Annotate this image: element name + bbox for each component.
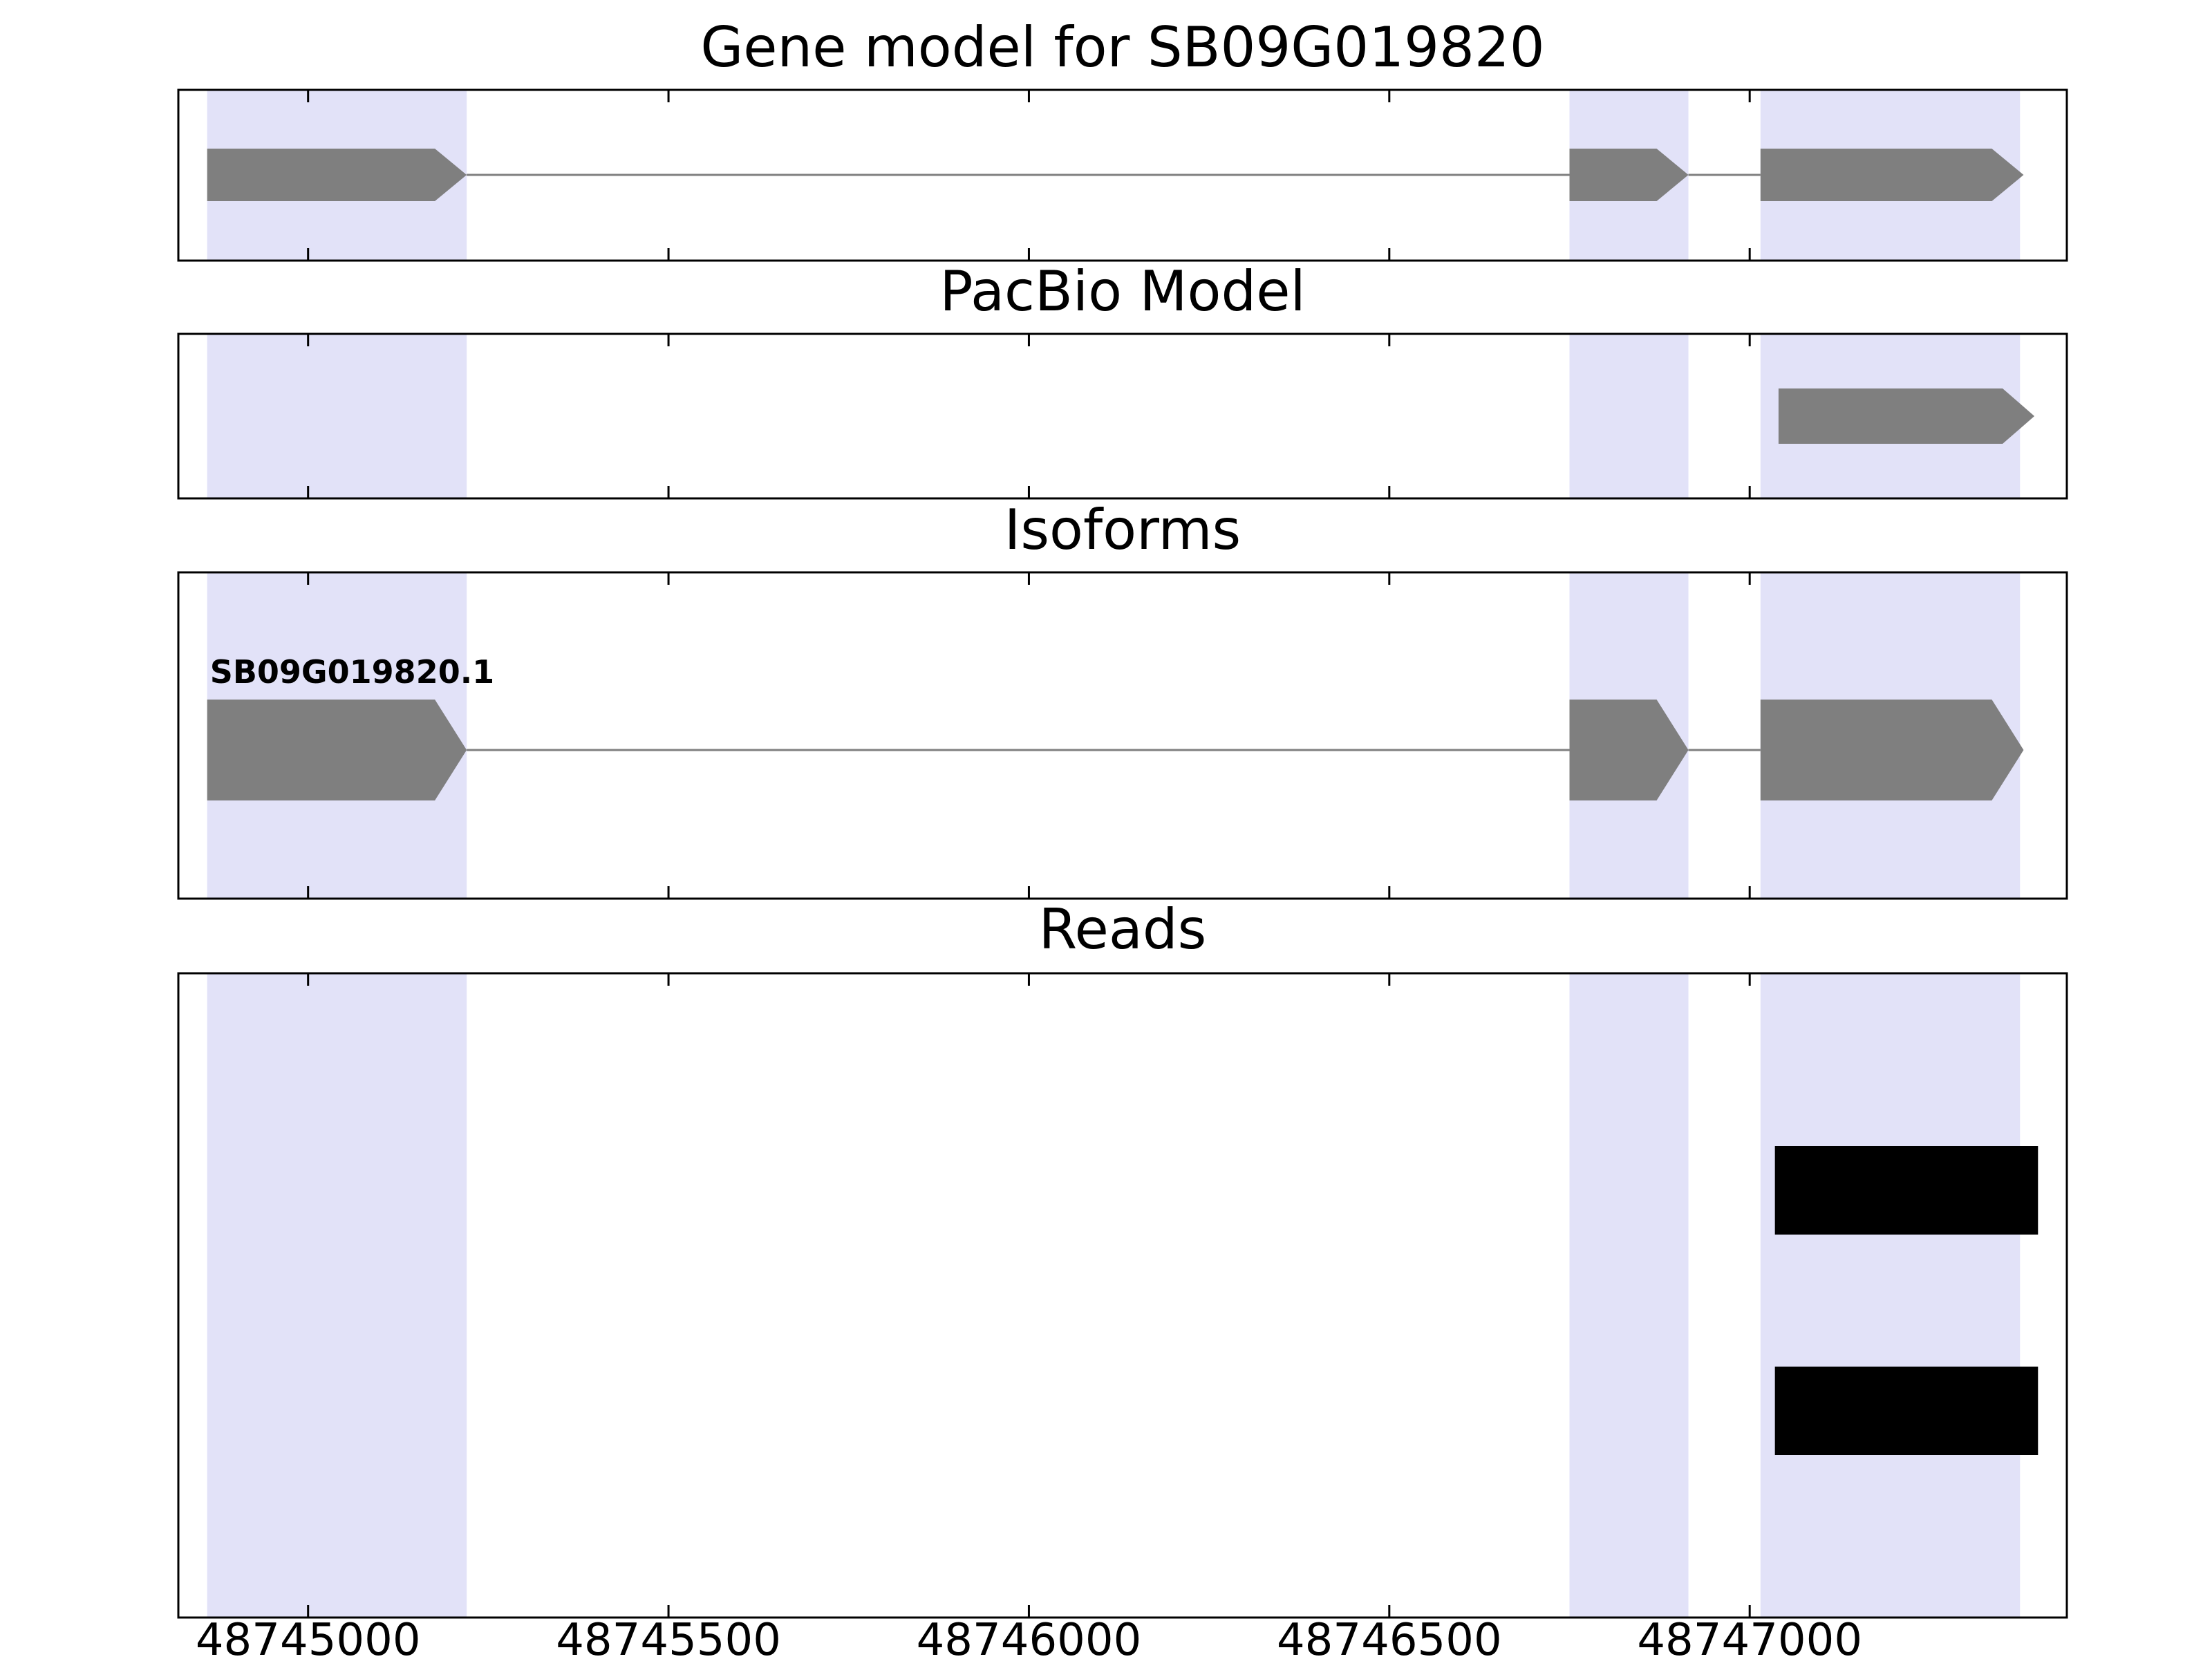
panel-title-isoforms: Isoforms xyxy=(1004,498,1241,562)
highlight-band xyxy=(1569,334,1689,498)
exon-block xyxy=(1760,149,2024,201)
panel-border xyxy=(177,972,2068,1619)
axis-tick-label: 48747000 xyxy=(1637,1615,1862,1659)
features-layer xyxy=(207,149,2038,1455)
exon-block xyxy=(1760,700,2024,800)
read-rect xyxy=(1774,1146,2038,1235)
exon-block xyxy=(207,149,467,201)
panel-borders-layer xyxy=(177,88,2068,1619)
panel-title-pacbio: PacBio Model xyxy=(939,259,1305,324)
axis-tick-label: 48746500 xyxy=(1277,1615,1502,1659)
panel-border xyxy=(177,88,2068,262)
axis-tick-label: 48746000 xyxy=(917,1615,1142,1659)
highlight-band xyxy=(1569,973,1689,1618)
axis-tick-label: 48745500 xyxy=(556,1615,781,1659)
panel-title-reads: Reads xyxy=(1039,897,1207,962)
panel-border xyxy=(177,332,2068,500)
exon-block xyxy=(1569,700,1689,800)
highlight-band xyxy=(1760,973,2021,1618)
exon-block xyxy=(1778,388,2035,444)
exon-block xyxy=(207,700,467,800)
axis-layer: 48745000 48745500 48746000 48746500 48747000 xyxy=(196,90,1862,1659)
panel-title-gene-model: Gene model for SB09G019820 xyxy=(700,15,1544,79)
axis-tick-label: 48745000 xyxy=(196,1615,421,1659)
isoform-name-label: SB09G019820.1 xyxy=(210,653,494,691)
highlight-band xyxy=(207,334,467,498)
highlight-band xyxy=(207,973,467,1618)
panel-border xyxy=(177,571,2068,900)
read-rect xyxy=(1774,1367,2038,1455)
exon-block xyxy=(1569,149,1689,201)
